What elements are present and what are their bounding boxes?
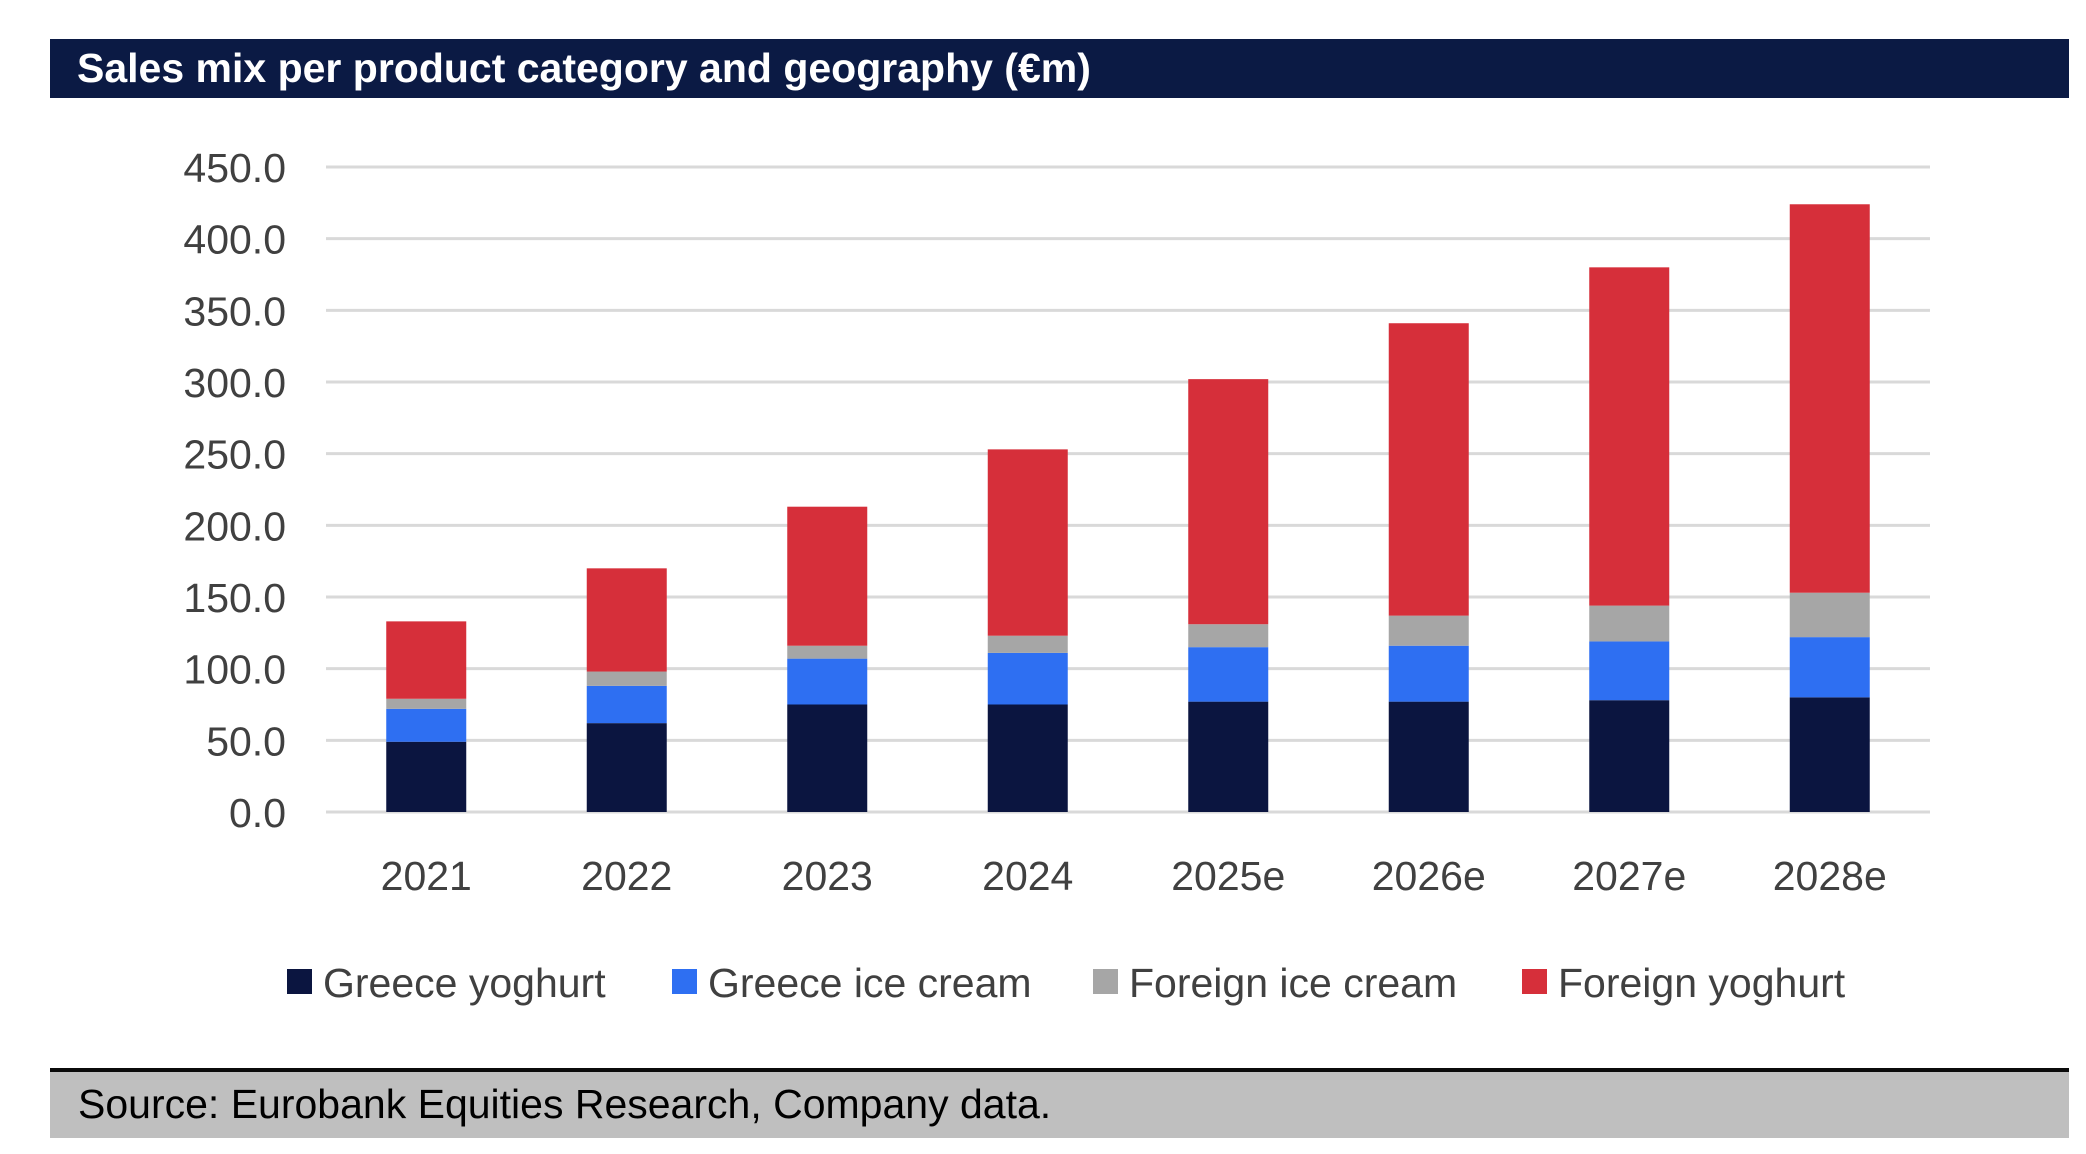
y-axis-ticks: 0.0 50.0 100.0 150.0 200.0 250.0 300.0 350.0 400… [183,145,286,836]
legend-label: Foreign yoghurt [1558,960,1846,1006]
bar-segment-greece-ice-cream-2022 [586,685,667,724]
legend-label: Greece yoghurt [323,960,606,1006]
bar-segment-foreign-ice-cream-2022 [586,671,667,686]
legend-label: Foreign ice cream [1129,960,1457,1006]
x-tick-label: 2021 [381,853,472,899]
bar-segment-foreign-ice-cream-2024 [987,635,1068,653]
y-tick-label: 300.0 [183,360,286,406]
y-tick-label: 400.0 [183,217,286,263]
bar-segment-greece-ice-cream-2028e [1789,637,1870,698]
y-tick-label: 150.0 [183,575,286,621]
bar-segment-greece-ice-cream-2025e [1188,647,1269,702]
x-tick-label: 2027e [1572,853,1686,899]
y-tick-label: 250.0 [183,432,286,478]
y-tick-label: 450.0 [183,145,286,191]
bar-segment-foreign-yoghurt-2021 [386,621,467,699]
bar-segment-foreign-ice-cream-2021 [386,698,467,709]
legend-label: Greece ice cream [708,960,1032,1006]
legend-swatch-greece-yoghurt [287,969,312,994]
bar-segment-foreign-yoghurt-2026e [1388,323,1469,616]
y-tick-label: 50.0 [206,718,286,764]
legend-swatch-greece-ice-cream [672,969,697,994]
y-tick-label: 100.0 [183,647,286,693]
x-tick-label: 2023 [782,853,873,899]
legend-swatch-foreign-yoghurt [1522,969,1547,994]
bar-segment-greece-yoghurt-2028e [1789,697,1870,812]
chart-title: Sales mix per product category and geogr… [50,39,2069,98]
legend: Greece yoghurt Greece ice cream Foreign ic… [287,960,1846,1006]
bar-segment-foreign-yoghurt-2022 [586,568,667,672]
x-tick-label: 2028e [1773,853,1887,899]
bar-segment-greece-ice-cream-2024 [987,652,1068,705]
bar-segment-foreign-ice-cream-2025e [1188,624,1269,648]
bar-segment-greece-yoghurt-2025e [1188,701,1269,812]
bars [386,204,1870,812]
bar-segment-greece-yoghurt-2022 [586,723,667,812]
bar-segment-greece-yoghurt-2021 [386,741,467,812]
bar-segment-greece-ice-cream-2021 [386,708,467,742]
bar-segment-greece-yoghurt-2024 [987,704,1068,812]
y-tick-label: 0.0 [229,790,286,836]
bar-segment-foreign-ice-cream-2023 [787,645,868,659]
bar-segment-greece-yoghurt-2027e [1589,700,1670,812]
bar-segment-foreign-yoghurt-2025e [1188,379,1269,625]
source-note: Source: Eurobank Equities Research, Comp… [50,1068,2069,1138]
bar-segment-greece-ice-cream-2026e [1388,645,1469,702]
bar-segment-greece-yoghurt-2026e [1388,701,1469,812]
bar-segment-foreign-yoghurt-2028e [1789,204,1870,593]
bar-segment-greece-ice-cream-2027e [1589,641,1670,701]
legend-swatch-foreign-ice-cream [1093,969,1118,994]
bar-segment-foreign-ice-cream-2028e [1789,592,1870,638]
x-tick-label: 2024 [982,853,1073,899]
bar-segment-greece-ice-cream-2023 [787,658,868,705]
bar-segment-foreign-yoghurt-2027e [1589,267,1670,606]
x-axis-ticks: 2021 2022 2023 2024 2025e 2026e 2027e 2028e [381,853,1887,899]
x-tick-label: 2026e [1372,853,1486,899]
x-tick-label: 2022 [581,853,672,899]
y-tick-label: 200.0 [183,503,286,549]
x-tick-label: 2025e [1171,853,1285,899]
bar-segment-foreign-yoghurt-2023 [787,506,868,646]
bar-segment-foreign-ice-cream-2026e [1388,615,1469,646]
bar-segment-greece-yoghurt-2023 [787,704,868,812]
y-tick-label: 350.0 [183,288,286,334]
bar-segment-foreign-ice-cream-2027e [1589,605,1670,642]
bar-segment-foreign-yoghurt-2024 [987,449,1068,636]
gridlines [326,165,1930,814]
